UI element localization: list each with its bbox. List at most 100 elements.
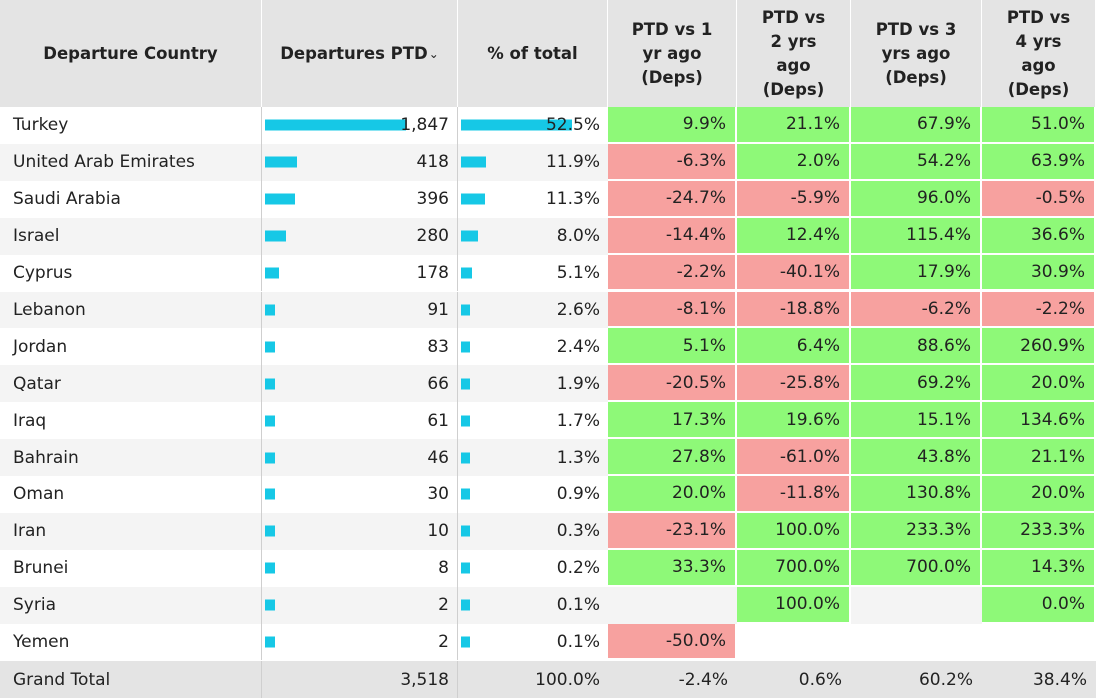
departures-cell: 66 (262, 365, 458, 403)
table-row[interactable]: Iran 10 0.3% -23.1% 100.0% 233.3% 233.3% (0, 512, 1096, 550)
table-row[interactable]: Cyprus 178 5.1% -2.2% -40.1% 17.9% 30.9% (0, 254, 1096, 292)
change-cell-vs2: -5.9% (737, 180, 851, 218)
grand-total-value: 38.4% (1032, 669, 1087, 690)
header-ptd-vs-3-yrs[interactable]: PTD vs 3 yrs ago (Deps) (851, 0, 982, 107)
header-ptd-vs-2-yrs[interactable]: PTD vs 2 yrs ago (Deps) (737, 0, 851, 107)
share-bar (461, 636, 470, 648)
share-bar (461, 341, 470, 353)
country-cell: Iran (0, 512, 262, 550)
country-cell: Bahrain (0, 439, 262, 476)
change-cell-vs1: 17.3% (608, 402, 737, 440)
table-row[interactable]: Saudi Arabia 396 11.3% -24.7% -5.9% 96.0% -0.5… (0, 180, 1096, 218)
country-cell: Lebanon (0, 291, 262, 329)
change-value: 0.0% (1041, 594, 1085, 615)
table-row[interactable]: Brunei 8 0.2% 33.3% 700.0% 700.0% 14.3% (0, 549, 1096, 587)
country-cell: Oman (0, 476, 262, 513)
departures-value: 1,847 (400, 115, 449, 136)
change-cell-vs3: 69.2% (851, 365, 982, 403)
share-bar (461, 525, 470, 537)
country-name: Oman (13, 484, 65, 505)
table-row[interactable]: Lebanon 91 2.6% -8.1% -18.8% -6.2% -2.2% (0, 291, 1096, 329)
table-row[interactable]: Oman 30 0.9% 20.0% -11.8% 130.8% 20.0% (0, 476, 1096, 513)
change-cell-vs1: -20.5% (608, 365, 737, 403)
share-cell: 52.5% (458, 107, 608, 144)
change-cell-vs3: -6.2% (851, 291, 982, 329)
country-name: Turkey (13, 115, 69, 136)
share-cell: 1.3% (458, 439, 608, 476)
change-value: -20.5% (665, 372, 726, 393)
column-header-label: PTD vs 1 yr ago (Deps) (631, 19, 713, 87)
change-value: 100.0% (775, 594, 840, 615)
change-cell-vs4: 233.3% (982, 512, 1096, 550)
share-value: 1.9% (556, 373, 600, 394)
country-cell: Cyprus (0, 254, 262, 292)
change-cell-vs4 (982, 623, 1096, 661)
header-departure-country[interactable]: Departure Country (0, 0, 262, 107)
change-cell-vs4: 30.9% (982, 254, 1096, 292)
share-value: 8.0% (556, 226, 600, 247)
table-row[interactable]: Jordan 83 2.4% 5.1% 6.4% 88.6% 260.9% (0, 328, 1096, 366)
table-row[interactable]: Iraq 61 1.7% 17.3% 19.6% 15.1% 134.6% (0, 402, 1096, 440)
share-cell: 11.9% (458, 143, 608, 181)
country-cell: Brunei (0, 549, 262, 587)
country-cell: Jordan (0, 328, 262, 366)
departures-bar (265, 488, 275, 500)
departures-cell: 280 (262, 217, 458, 255)
share-value: 0.9% (556, 484, 600, 505)
change-cell-vs2: 19.6% (737, 402, 851, 440)
table-row[interactable]: Qatar 66 1.9% -20.5% -25.8% 69.2% 20.0% (0, 365, 1096, 403)
grand-total-value: 60.2% (918, 669, 973, 690)
table-row[interactable]: United Arab Emirates 418 11.9% -6.3% 2.0% 54.… (0, 143, 1096, 181)
change-cell-vs1: -50.0% (608, 623, 737, 661)
country-name: Cyprus (13, 263, 73, 284)
change-cell-vs3: 88.6% (851, 328, 982, 366)
change-cell-vs3 (851, 623, 982, 661)
change-cell-vs4: -2.2% (982, 291, 1096, 329)
change-value: 33.3% (671, 557, 726, 578)
grand-total-vs2: 0.6% (737, 661, 851, 698)
change-cell-vs1 (608, 586, 737, 624)
share-value: 0.1% (556, 595, 600, 616)
departures-value: 91 (427, 299, 449, 320)
change-value: 17.9% (916, 262, 971, 283)
change-cell-vs1: -6.3% (608, 143, 737, 181)
change-value: 6.4% (796, 335, 840, 356)
change-cell-vs1: -23.1% (608, 512, 737, 550)
country-cell: Syria (0, 586, 262, 624)
country-cell: Qatar (0, 365, 262, 403)
change-value: 69.2% (916, 372, 971, 393)
country-name: Jordan (13, 336, 68, 357)
sort-descending-icon[interactable]: ⌄ (428, 46, 439, 61)
table-row[interactable]: Yemen 2 0.1% -50.0% (0, 623, 1096, 661)
country-name: United Arab Emirates (13, 152, 195, 173)
change-value: 233.3% (1020, 520, 1085, 541)
change-value: -23.1% (665, 520, 726, 541)
change-value: 54.2% (916, 151, 971, 172)
table-row[interactable]: Bahrain 46 1.3% 27.8% -61.0% 43.8% 21.1% (0, 439, 1096, 476)
share-cell: 0.2% (458, 550, 608, 587)
header-ptd-vs-4-yrs[interactable]: PTD vs 4 yrs ago (Deps) (982, 0, 1096, 107)
table-row[interactable]: Turkey 1,847 52.5% 9.9% 21.1% 67.9% 51.0% (0, 107, 1096, 144)
table-header: Departure Country Departures PTD ⌄ % of tot… (0, 0, 1096, 107)
departures-cell: 91 (262, 291, 458, 329)
share-bar (461, 119, 572, 131)
header-percent-of-total[interactable]: % of total (458, 0, 608, 107)
header-departures-ptd[interactable]: Departures PTD ⌄ (262, 0, 458, 107)
departures-bar (265, 636, 275, 648)
share-value: 2.4% (556, 336, 600, 357)
change-value: 67.9% (916, 114, 971, 135)
departures-bar (265, 599, 275, 611)
table-row[interactable]: Syria 2 0.1% 100.0% 0.0% (0, 586, 1096, 624)
share-value: 11.9% (545, 152, 600, 173)
change-value: 134.6% (1020, 409, 1085, 430)
header-ptd-vs-1-yr[interactable]: PTD vs 1 yr ago (Deps) (608, 0, 737, 107)
change-value: 5.1% (682, 335, 726, 356)
change-cell-vs4: 134.6% (982, 402, 1096, 440)
change-value: -6.2% (921, 298, 971, 319)
table-row[interactable]: Israel 280 8.0% -14.4% 12.4% 115.4% 36.6% (0, 217, 1096, 255)
change-value: -25.8% (779, 372, 840, 393)
change-value: 115.4% (906, 225, 971, 246)
departures-cell: 83 (262, 328, 458, 366)
departures-bar (265, 119, 406, 131)
departures-value: 46 (427, 447, 449, 468)
